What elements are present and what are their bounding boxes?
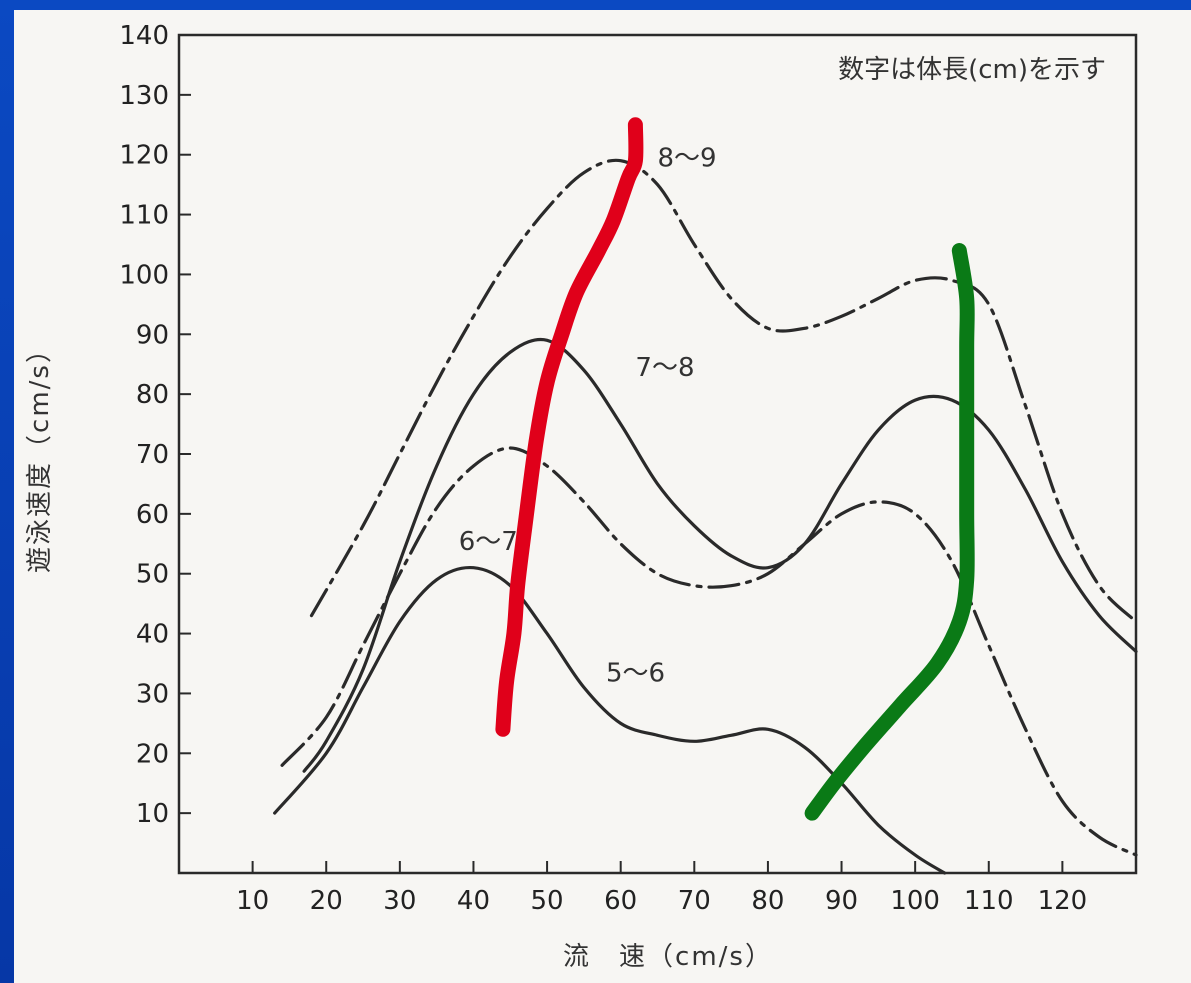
highlight-strokes [495,117,975,821]
y-tick-label: 100 [119,260,169,290]
y-tick-label: 50 [136,560,169,590]
x-tick-label: 120 [1038,886,1088,916]
series-line-0 [309,158,1138,624]
highlight-stroke-0 [495,117,644,737]
x-tick-label: 50 [531,886,564,916]
series-label-0: 8～9 [658,144,717,174]
x-tick-label: 110 [964,886,1014,916]
series-label-1: 7～8 [635,353,694,383]
y-axis-ticks: 10 20 30 40 50 60 70 80 90 100 110 120 130 140 [119,21,191,829]
x-tick-label: 60 [604,886,637,916]
y-tick-label: 70 [136,440,169,470]
y-tick-label: 10 [136,799,169,829]
y-tick-label: 140 [119,21,169,51]
y-tick-label: 110 [119,201,169,231]
x-tick-label: 70 [678,886,711,916]
x-axis-title: 流 速（cm/s） [563,942,773,972]
y-tick-label: 60 [136,500,169,530]
y-tick-label: 30 [136,679,169,709]
chart-figure: 10 20 30 40 50 60 70 80 90 100 110 120 10 20 30 40 50 60… [14,10,1191,983]
y-tick-label: 90 [136,320,169,350]
x-tick-label: 20 [310,886,343,916]
y-tick-label: 40 [136,620,169,650]
series-line-1 [302,337,1138,773]
series-curves [273,158,1138,875]
series-label-2: 6～7 [459,527,518,557]
x-tick-label: 80 [751,886,784,916]
series-labels: 8～9 7～8 6～7 5～6 [459,144,717,689]
y-tick-label: 120 [119,141,169,171]
y-tick-label: 20 [136,739,169,769]
series-line-2 [280,446,1138,857]
x-tick-label: 30 [383,886,416,916]
chart-annotation: 数字は体長(cm)を示す [838,55,1106,85]
y-tick-label: 130 [119,81,169,111]
series-label-3: 5～6 [606,658,665,688]
x-tick-label: 100 [890,886,940,916]
x-tick-label: 90 [825,886,858,916]
line-chart: 10 20 30 40 50 60 70 80 90 100 110 120 10 20 30 40 50 60… [25,21,1138,972]
y-axis-title: 遊泳速度（cm/s） [25,335,55,573]
x-tick-label: 10 [236,886,269,916]
x-axis-ticks: 10 20 30 40 50 60 70 80 90 100 110 120 [236,861,1087,916]
highlight-stroke-1 [804,243,975,821]
series-line-3 [273,565,947,875]
x-tick-label: 40 [457,886,490,916]
y-tick-label: 80 [136,380,169,410]
